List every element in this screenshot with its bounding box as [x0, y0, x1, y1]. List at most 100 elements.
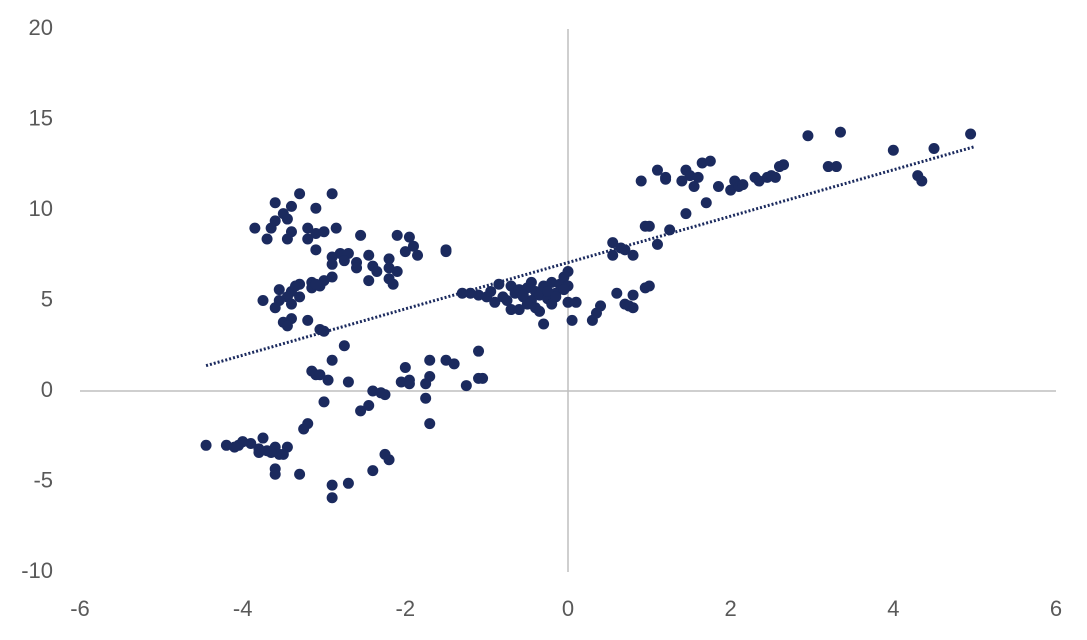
point	[310, 202, 322, 214]
point	[367, 465, 379, 477]
y-tick-label: 20	[29, 15, 53, 40]
point	[322, 374, 334, 386]
point	[338, 340, 350, 352]
y-tick-label: -5	[33, 467, 53, 492]
point	[712, 180, 724, 192]
point	[363, 249, 375, 261]
point	[676, 175, 688, 187]
point	[310, 244, 322, 256]
point	[302, 233, 314, 245]
point	[513, 304, 525, 316]
point	[420, 378, 432, 390]
x-tick-label: -2	[396, 596, 416, 621]
y-tick-label: 5	[41, 286, 53, 311]
point	[473, 345, 485, 357]
point	[570, 296, 582, 308]
point	[525, 276, 537, 288]
point	[253, 443, 265, 455]
point	[294, 468, 306, 480]
point	[538, 318, 550, 330]
point	[477, 372, 489, 384]
point	[314, 369, 326, 381]
point	[342, 376, 354, 388]
point	[363, 399, 375, 411]
point	[269, 468, 281, 480]
point	[302, 222, 314, 234]
point	[493, 278, 505, 290]
point	[257, 295, 269, 306]
point	[318, 396, 330, 408]
point	[330, 222, 342, 234]
point	[501, 295, 513, 306]
point	[651, 164, 663, 176]
point	[355, 405, 367, 417]
point	[269, 197, 281, 209]
point	[412, 249, 424, 261]
point	[269, 302, 281, 314]
point	[375, 387, 387, 399]
point	[342, 477, 354, 489]
point	[355, 229, 367, 241]
point	[424, 354, 436, 366]
point	[383, 454, 395, 466]
point	[834, 126, 846, 138]
point	[391, 229, 403, 241]
point	[318, 325, 330, 337]
point	[688, 180, 700, 192]
point	[277, 448, 289, 460]
point	[704, 155, 716, 167]
point	[562, 266, 574, 278]
point	[261, 233, 273, 245]
point	[403, 231, 415, 243]
point	[281, 320, 293, 332]
point	[302, 314, 314, 326]
point	[273, 284, 285, 296]
point	[802, 130, 814, 142]
point	[298, 423, 310, 435]
y-tick-label: 15	[29, 105, 53, 130]
point	[440, 244, 452, 256]
point	[651, 238, 663, 250]
point	[607, 249, 619, 261]
point	[769, 171, 781, 183]
point	[595, 300, 607, 312]
point	[265, 222, 277, 234]
point	[460, 380, 472, 392]
point	[489, 296, 501, 308]
x-tick-label: 4	[887, 596, 899, 621]
point	[928, 142, 940, 154]
point	[830, 161, 842, 173]
point	[916, 175, 928, 187]
point	[635, 175, 647, 187]
point	[371, 266, 383, 278]
point	[290, 280, 302, 292]
point	[424, 418, 436, 430]
point	[326, 188, 338, 200]
point	[294, 188, 306, 200]
point	[281, 213, 293, 225]
point	[562, 296, 574, 308]
point	[399, 246, 411, 258]
point	[505, 304, 517, 316]
point	[403, 378, 415, 390]
point	[318, 226, 330, 238]
x-tick-label: 6	[1050, 596, 1062, 621]
point	[200, 439, 212, 451]
point	[391, 266, 403, 278]
point	[383, 253, 395, 265]
point	[692, 171, 704, 183]
point	[326, 479, 338, 491]
point	[265, 447, 277, 459]
point	[643, 280, 655, 292]
trendline	[205, 145, 976, 368]
point	[383, 273, 395, 285]
x-tick-label: -4	[233, 596, 253, 621]
point	[607, 237, 619, 249]
point	[643, 220, 655, 232]
x-tick-label: 0	[562, 596, 574, 621]
point	[326, 492, 338, 504]
point	[737, 179, 749, 191]
point	[326, 354, 338, 366]
point	[534, 305, 546, 317]
